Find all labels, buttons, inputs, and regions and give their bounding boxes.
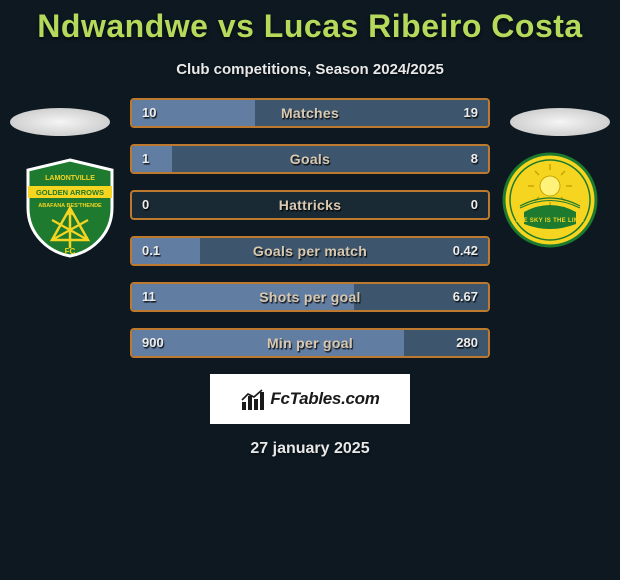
subtitle: Club competitions, Season 2024/2025	[0, 61, 620, 78]
footer-logo-text: FcTables.com	[270, 389, 379, 409]
stat-label: Shots per goal	[132, 284, 488, 310]
player-photo-right	[510, 108, 610, 136]
footer-date: 27 january 2025	[0, 440, 620, 458]
stat-value-right: 280	[456, 330, 478, 356]
svg-text:FC: FC	[65, 247, 76, 256]
svg-text:GOLDEN ARROWS: GOLDEN ARROWS	[36, 188, 104, 197]
club-badge-left: LAMONTVILLE GOLDEN ARROWS ABAFANA BES'TH…	[20, 158, 120, 258]
player-photo-left	[10, 108, 110, 136]
stat-value-right: 8	[471, 146, 478, 172]
stat-value-right: 0.42	[453, 238, 478, 264]
stat-row: 0.1Goals per match0.42	[130, 236, 490, 266]
stat-rows: 10Matches19 1Goals8 0Hattricks0 0.1Goals pe…	[130, 98, 490, 358]
stat-value-right: 19	[464, 100, 478, 126]
club-badge-right: THE SKY IS THE LIMIT	[500, 150, 600, 250]
stat-row: 10Matches19	[130, 98, 490, 128]
stat-label: Min per goal	[132, 330, 488, 356]
stat-label: Goals per match	[132, 238, 488, 264]
stat-row: 1Goals8	[130, 144, 490, 174]
chart-bars-icon	[240, 386, 266, 412]
fctables-logo: FcTables.com	[210, 374, 410, 424]
svg-text:LAMONTVILLE: LAMONTVILLE	[45, 175, 95, 182]
stat-label: Matches	[132, 100, 488, 126]
stat-label: Hattricks	[132, 192, 488, 218]
page-title: Ndwandwe vs Lucas Ribeiro Costa	[0, 0, 620, 45]
stat-row: 11Shots per goal6.67	[130, 282, 490, 312]
stat-row: 0Hattricks0	[130, 190, 490, 220]
stat-value-right: 0	[471, 192, 478, 218]
svg-text:THE SKY IS THE LIMIT: THE SKY IS THE LIMIT	[515, 218, 585, 224]
stat-label: Goals	[132, 146, 488, 172]
stat-value-right: 6.67	[453, 284, 478, 310]
stat-row: 900Min per goal280	[130, 328, 490, 358]
comparison-panel: LAMONTVILLE GOLDEN ARROWS ABAFANA BES'TH…	[0, 98, 620, 458]
